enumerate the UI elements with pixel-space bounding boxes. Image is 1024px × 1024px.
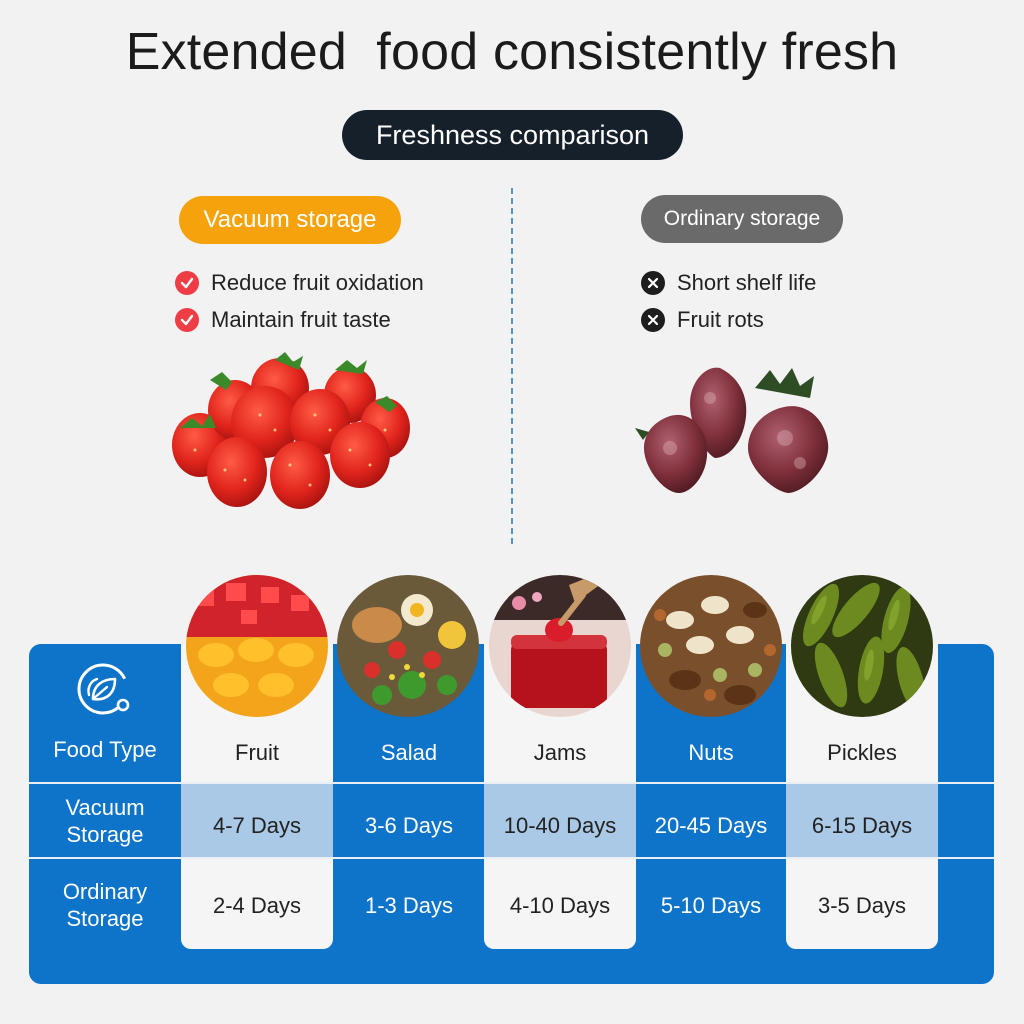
ordinary-days-cell: 4-10 Days — [509, 893, 611, 918]
row-label-ordinary-line1: Ordinary — [62, 879, 148, 904]
vacuum-days-cell: 6-15 Days — [811, 813, 913, 838]
food-type-cell: Nuts — [688, 740, 734, 765]
rotten-strawberries-image — [635, 367, 829, 493]
vacuum-feature-text: Reduce fruit oxidation — [211, 270, 424, 295]
vacuum-days-cell: 20-45 Days — [654, 813, 768, 838]
fruit-image — [186, 575, 328, 717]
ordinary-feature: Short shelf life — [641, 270, 816, 296]
vacuum-days-cell: 3-6 Days — [364, 813, 454, 838]
page-title: Extended food consistently fresh — [125, 23, 899, 81]
vacuum-feature: Maintain fruit taste — [175, 307, 391, 333]
vacuum-highlight — [181, 784, 333, 857]
ordinary-days-cell: 2-4 Days — [212, 893, 302, 918]
check-icon — [175, 308, 199, 332]
vacuum-storage-badge: Vacuum storage — [179, 196, 401, 244]
ordinary-feature-text: Short shelf life — [677, 270, 817, 295]
pickles-image — [791, 575, 933, 717]
vacuum-feature: Reduce fruit oxidation — [175, 270, 424, 296]
row-label-vacuum-line1: Vacuum — [65, 795, 145, 820]
fresh-strawberries-image — [172, 352, 410, 509]
vacuum-highlight — [484, 784, 636, 857]
leaf-icon — [77, 663, 130, 715]
row-separator — [29, 782, 994, 784]
ordinary-storage-badge: Ordinary storage — [641, 195, 843, 243]
salad-image — [337, 575, 479, 717]
ordinary-feature-text: Fruit rots — [677, 307, 764, 332]
food-type-cell: Salad — [380, 740, 438, 765]
food-type-cell: Fruit — [235, 740, 279, 765]
ordinary-days-cell: 5-10 Days — [660, 893, 762, 918]
row-label-vacuum-line2: Storage — [66, 822, 144, 847]
food-type-cell: Pickles — [827, 740, 897, 765]
row-label-ordinary-line2: Storage — [66, 906, 144, 931]
cross-icon — [641, 308, 665, 332]
vacuum-highlight — [786, 784, 938, 857]
vacuum-feature-text: Maintain fruit taste — [211, 307, 391, 332]
ordinary-feature: Fruit rots — [641, 307, 764, 333]
row-label-food-type: Food Type — [53, 737, 157, 762]
ordinary-days-cell: 1-3 Days — [364, 893, 454, 918]
nuts-image — [640, 575, 782, 717]
check-icon — [175, 271, 199, 295]
comparison-badge: Freshness comparison — [342, 110, 683, 160]
ordinary-days-cell: 3-5 Days — [817, 893, 907, 918]
row-separator — [29, 857, 994, 859]
food-type-cell: Jams — [533, 740, 587, 765]
vacuum-days-cell: 4-7 Days — [212, 813, 302, 838]
jams-image — [489, 575, 631, 717]
divider — [511, 188, 513, 544]
vacuum-days-cell: 10-40 Days — [503, 813, 617, 838]
cross-icon — [641, 271, 665, 295]
